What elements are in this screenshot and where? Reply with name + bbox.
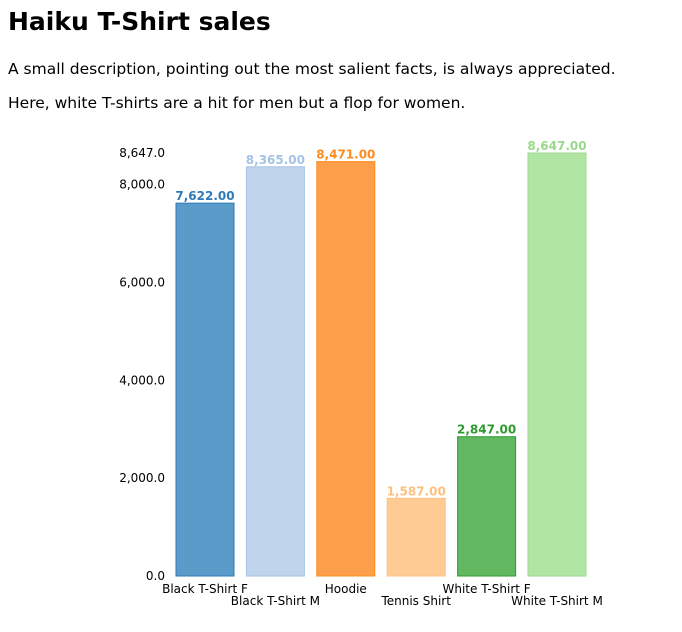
bar-hoodie [316,161,376,577]
y-tick-label: 2,000.0 [119,471,165,485]
description-line-1: A small description, pointing out the mo… [8,60,616,78]
x-category-label: Black T-Shirt M [231,594,320,608]
x-category-label: White T-Shirt F [443,582,531,596]
y-tick-label: 8,647.0 [119,146,165,160]
y-tick-label: 0.0 [146,569,165,583]
bar-black-t-shirt-m [245,166,305,577]
bar-black-t-shirt-f [175,202,235,577]
x-category-label: Hoodie [325,582,367,596]
bar-value-label: 7,622.00 [175,189,234,203]
bar-value-label: 8,365.00 [246,153,305,167]
x-category-label: Tennis Shirt [380,594,451,608]
y-tick-label: 8,000.0 [119,178,165,192]
bar-value-label: 2,847.00 [457,423,516,437]
bar-value-label: 8,647.00 [527,139,586,153]
bar-white-t-shirt-m [527,152,587,577]
page-title: Haiku T-Shirt sales [8,7,271,36]
bar-value-label: 8,471.00 [316,148,375,162]
x-category-label: Black T-Shirt F [162,582,248,596]
description-line-2: Here, white T-shirts are a hit for men b… [8,94,466,112]
bar-white-t-shirt-f [457,436,517,577]
bar-tennis-shirt [386,497,446,577]
x-category-label: White T-Shirt M [511,594,603,608]
bar-value-label: 1,587.00 [387,484,446,498]
y-tick-label: 4,000.0 [119,373,165,387]
y-tick-label: 6,000.0 [119,275,165,289]
